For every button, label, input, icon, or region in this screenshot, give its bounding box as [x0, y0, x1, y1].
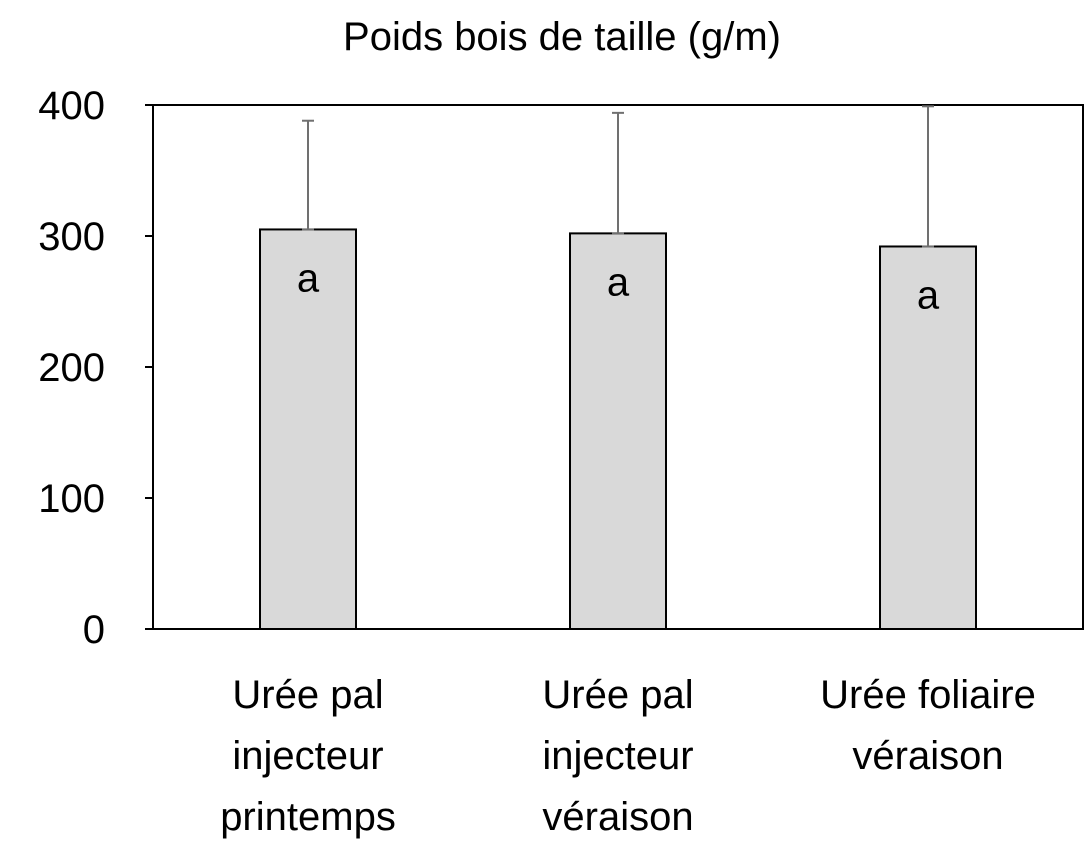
- annotation: a: [297, 256, 320, 300]
- y-tick-label: 0: [83, 608, 105, 652]
- x-tick-label: Urée foliaire véraison: [820, 673, 1036, 778]
- error-bar: [302, 119, 314, 231]
- x-tick-label: Urée pal injecteur véraison: [542, 673, 693, 839]
- x-tick-line: véraison: [542, 795, 693, 839]
- x-tick-line: Urée pal: [542, 673, 693, 717]
- y-tick-label: 200: [38, 346, 105, 390]
- x-tick-line: printemps: [220, 795, 396, 839]
- x-tick-label: Urée pal injecteur printemps: [220, 673, 396, 839]
- x-tick-line: Urée pal: [232, 673, 383, 717]
- bar: [879, 245, 977, 630]
- error-bar: [922, 105, 934, 248]
- chart-title: Poids bois de taille (g/m): [343, 15, 781, 59]
- y-tick-label: 300: [38, 215, 105, 259]
- annotation: a: [607, 260, 630, 304]
- x-tick-line: injecteur: [542, 734, 693, 778]
- error-bar: [612, 111, 624, 235]
- y-tick-label: 400: [38, 84, 105, 128]
- x-tick-line: injecteur: [232, 734, 383, 778]
- x-tick-line: véraison: [852, 734, 1003, 778]
- annotation: a: [917, 273, 940, 317]
- x-tick-line: Urée foliaire: [820, 673, 1036, 717]
- y-tick-label: 100: [38, 477, 105, 521]
